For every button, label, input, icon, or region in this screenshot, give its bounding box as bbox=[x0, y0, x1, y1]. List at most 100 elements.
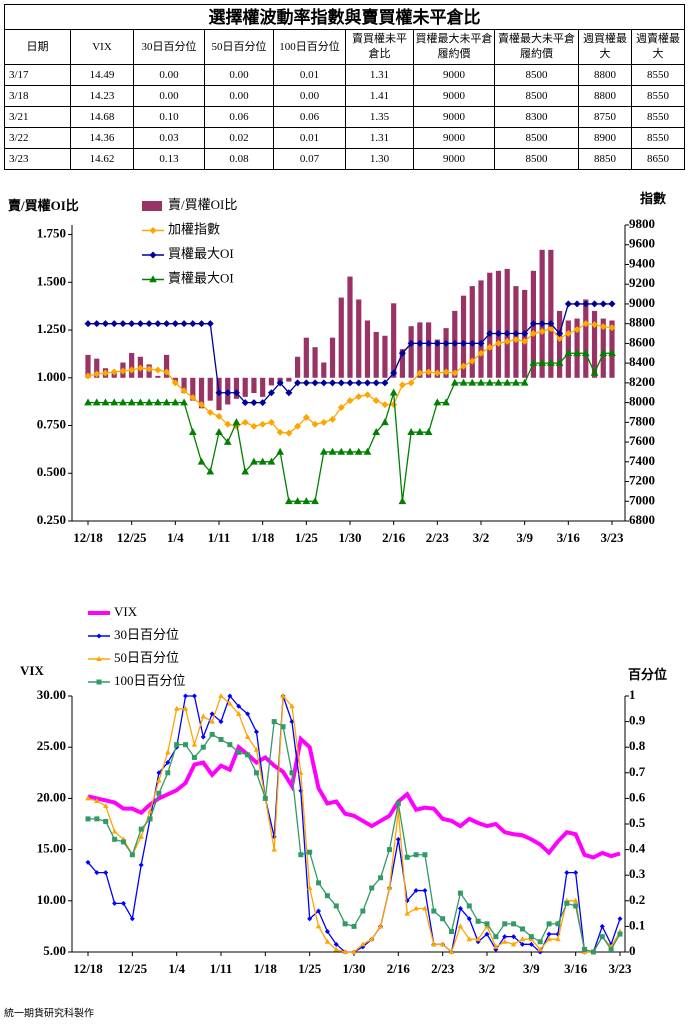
marker bbox=[466, 903, 472, 909]
marker bbox=[206, 408, 214, 416]
marker bbox=[511, 921, 517, 927]
marker bbox=[564, 330, 572, 338]
y2-tick-label: 1 bbox=[629, 687, 636, 702]
bar bbox=[286, 377, 292, 382]
marker bbox=[110, 368, 118, 376]
marker bbox=[102, 803, 109, 809]
marker bbox=[198, 401, 206, 409]
marker bbox=[85, 859, 91, 865]
marker bbox=[183, 693, 189, 699]
legend-label: 買權最大OI bbox=[168, 246, 234, 261]
marker bbox=[206, 320, 214, 328]
marker bbox=[149, 275, 157, 283]
marker bbox=[342, 949, 348, 954]
marker bbox=[573, 870, 579, 876]
marker bbox=[564, 300, 572, 308]
y2-tick-label: 0 bbox=[629, 943, 636, 958]
marker bbox=[573, 300, 581, 308]
table-cell: 0.13 bbox=[133, 148, 205, 170]
y2-tick-label: 0.7 bbox=[629, 764, 646, 779]
legend-label: 賣權最大OI bbox=[168, 270, 234, 285]
marker bbox=[328, 447, 337, 455]
y-tick-label: 20.00 bbox=[37, 789, 66, 804]
bar bbox=[478, 280, 484, 378]
marker bbox=[259, 420, 267, 428]
marker bbox=[433, 339, 441, 347]
x-tick-label: 3/2 bbox=[473, 530, 490, 545]
marker bbox=[245, 752, 251, 758]
marker bbox=[416, 369, 424, 377]
table-cell: 8500 bbox=[494, 64, 579, 86]
bar bbox=[303, 337, 309, 378]
marker bbox=[307, 849, 313, 855]
marker bbox=[390, 369, 398, 377]
legend-label: 賣/買權OI比 bbox=[168, 197, 237, 212]
y2-tick-label: 0.6 bbox=[629, 789, 646, 804]
bar bbox=[181, 377, 187, 394]
y-tick-label: 1.250 bbox=[37, 321, 66, 336]
marker bbox=[416, 428, 424, 435]
bar bbox=[487, 272, 493, 378]
marker bbox=[439, 941, 446, 947]
marker bbox=[188, 428, 197, 435]
marker bbox=[276, 447, 284, 455]
marker bbox=[145, 365, 153, 373]
marker bbox=[94, 870, 100, 876]
marker bbox=[608, 324, 616, 332]
marker bbox=[224, 420, 232, 428]
marker bbox=[608, 946, 614, 952]
marker bbox=[608, 349, 616, 357]
bar bbox=[198, 377, 205, 409]
y-tick-label: 0.750 bbox=[37, 417, 66, 432]
x-tick-label: 1/11 bbox=[208, 530, 230, 545]
marker bbox=[333, 946, 340, 952]
marker bbox=[206, 467, 215, 475]
header-cell: 週賣權最大 bbox=[631, 29, 685, 65]
marker bbox=[486, 330, 494, 338]
marker bbox=[232, 418, 241, 426]
bar bbox=[164, 354, 170, 378]
marker bbox=[363, 447, 372, 455]
marker bbox=[138, 833, 144, 839]
x-tick-label: 12/18 bbox=[73, 961, 103, 976]
bar bbox=[268, 377, 274, 386]
y2-tick-label: 7400 bbox=[629, 453, 655, 468]
bar bbox=[574, 318, 580, 378]
marker bbox=[136, 364, 144, 372]
marker bbox=[182, 705, 189, 711]
marker bbox=[280, 724, 286, 730]
marker bbox=[156, 790, 162, 796]
marker bbox=[529, 320, 537, 328]
y2-tick-label: 0.8 bbox=[629, 738, 646, 753]
marker bbox=[316, 880, 322, 886]
marker bbox=[101, 369, 109, 377]
x-tick-label: 1/25 bbox=[298, 961, 322, 976]
marker bbox=[395, 801, 401, 807]
marker bbox=[528, 934, 534, 940]
marker bbox=[477, 378, 485, 386]
marker bbox=[433, 398, 442, 406]
x-tick-label: 1/4 bbox=[167, 530, 184, 545]
marker bbox=[351, 949, 357, 954]
marker bbox=[250, 399, 258, 407]
table-cell: 8500 bbox=[494, 148, 579, 170]
x-tick-label: 12/18 bbox=[73, 530, 103, 545]
table-row: 3/22 14.36 0.03 0.02 0.01 1.31 9000 8500 8900 855… bbox=[4, 127, 685, 149]
marker bbox=[466, 916, 472, 922]
marker bbox=[136, 320, 144, 328]
line bbox=[87, 735, 621, 860]
marker bbox=[302, 413, 310, 421]
marker bbox=[235, 710, 242, 716]
marker bbox=[329, 415, 337, 423]
marker bbox=[494, 330, 502, 338]
marker bbox=[258, 457, 267, 465]
x-tick-label: 1/30 bbox=[338, 530, 361, 545]
y-tick-label: 0.500 bbox=[37, 464, 66, 479]
marker bbox=[96, 633, 102, 639]
bar bbox=[426, 322, 432, 378]
bar bbox=[338, 297, 344, 378]
marker bbox=[96, 656, 102, 661]
marker bbox=[149, 227, 157, 234]
marker bbox=[101, 398, 110, 406]
x-tick-label: 1/18 bbox=[254, 961, 278, 976]
